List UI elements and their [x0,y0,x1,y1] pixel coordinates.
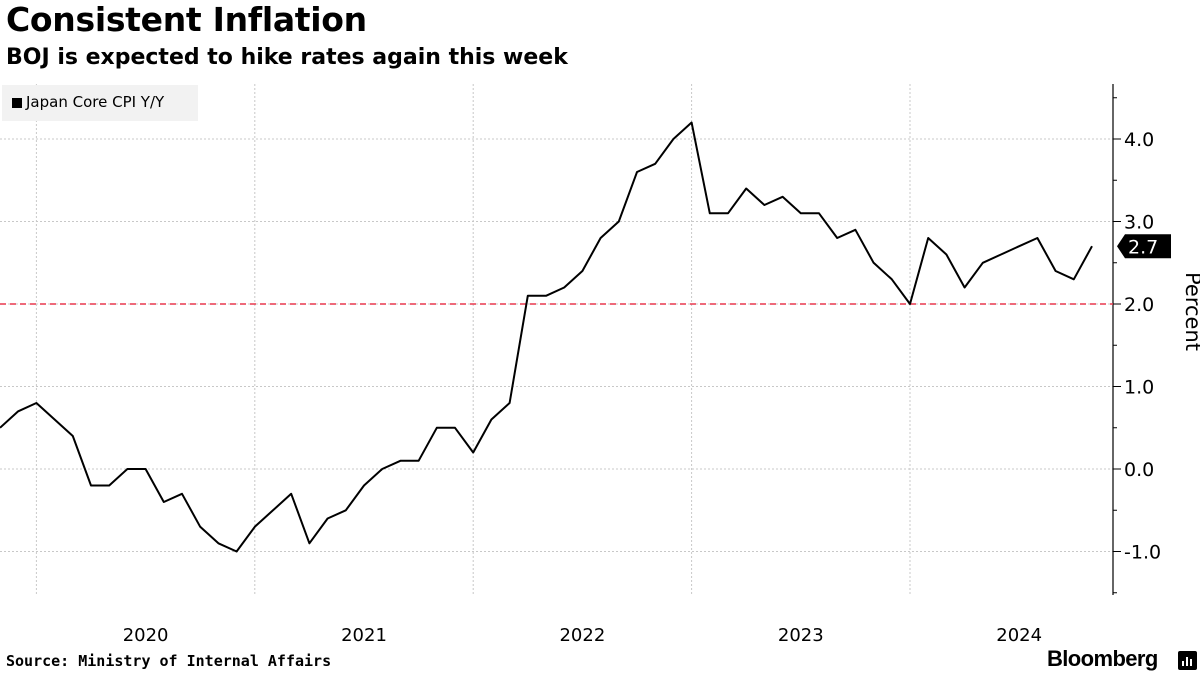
series-line-japan-core-cpi [0,121,1093,553]
x-tick-label: 2022 [559,625,605,646]
data-point [1000,254,1002,256]
data-point [709,212,711,214]
data-point [982,262,984,264]
y-tick-label: -1.0 [1124,542,1161,564]
bloomberg-logo-icon [1178,651,1197,670]
data-point [927,237,929,239]
data-point [490,419,492,421]
legend-swatch [12,98,22,108]
chart-subtitle: BOJ is expected to hike rates again this… [6,45,568,70]
data-point [272,509,274,511]
data-point [727,212,729,214]
data-point [217,542,219,544]
data-point [35,402,37,404]
y-tick-label: 4.0 [1124,129,1154,151]
data-point [509,402,511,404]
data-point [891,278,893,280]
data-point [72,435,74,437]
data-point [691,122,693,124]
data-point [254,526,256,528]
source-note: Source: Ministry of Internal Affairs [6,652,332,670]
data-point [472,452,474,454]
chart-title: Consistent Inflation [6,0,367,39]
data-point [854,229,856,231]
data-point [945,254,947,256]
data-point [636,171,638,173]
data-point [145,468,147,470]
data-point [581,270,583,272]
data-point [290,493,292,495]
data-point [763,204,765,206]
data-point [654,163,656,165]
data-point [600,237,602,239]
data-point [381,468,383,470]
data-point [964,287,966,289]
data-point [1073,278,1075,280]
data-point [236,551,238,553]
data-point [327,518,329,520]
data-point [436,427,438,429]
y-tick-label: 0.0 [1124,459,1154,481]
data-point [782,196,784,198]
data-point [800,212,802,214]
data-point [163,501,165,503]
data-point [308,542,310,544]
data-point [563,287,565,289]
data-point [199,526,201,528]
data-point [363,485,365,487]
data-point [672,138,674,140]
x-tick-label: 2021 [341,625,387,646]
brand-name: Bloomberg [1047,646,1158,671]
x-tick-label: 2024 [996,625,1042,646]
y-tick-label: 2.0 [1124,294,1154,316]
data-point [181,493,183,495]
data-point [1055,270,1057,272]
data-point [345,509,347,511]
last-value-badge [1117,234,1171,259]
data-point [90,485,92,487]
x-tick-label: 2020 [123,625,169,646]
data-point [1036,237,1038,239]
y-tick-label: 1.0 [1124,377,1154,399]
data-point [873,262,875,264]
x-tick-label: 2023 [778,625,824,646]
legend: Japan Core CPI Y/Y [2,85,198,121]
data-point [17,410,19,412]
data-point [545,295,547,297]
data-point [745,188,747,190]
data-point [126,468,128,470]
y-tick-label: 3.0 [1124,212,1154,234]
last-value-label: 2.7 [1128,236,1158,258]
data-point [836,237,838,239]
data-point [1091,245,1093,247]
data-point [1018,245,1020,247]
legend-label: Japan Core CPI Y/Y [26,93,165,111]
data-point [418,460,420,462]
data-point [399,460,401,462]
data-point [527,295,529,297]
data-point [54,419,56,421]
y-axis-label: Percent [1181,272,1200,352]
data-point [108,485,110,487]
data-point [618,221,620,223]
data-point [818,212,820,214]
data-point [909,303,911,305]
data-point [454,427,456,429]
